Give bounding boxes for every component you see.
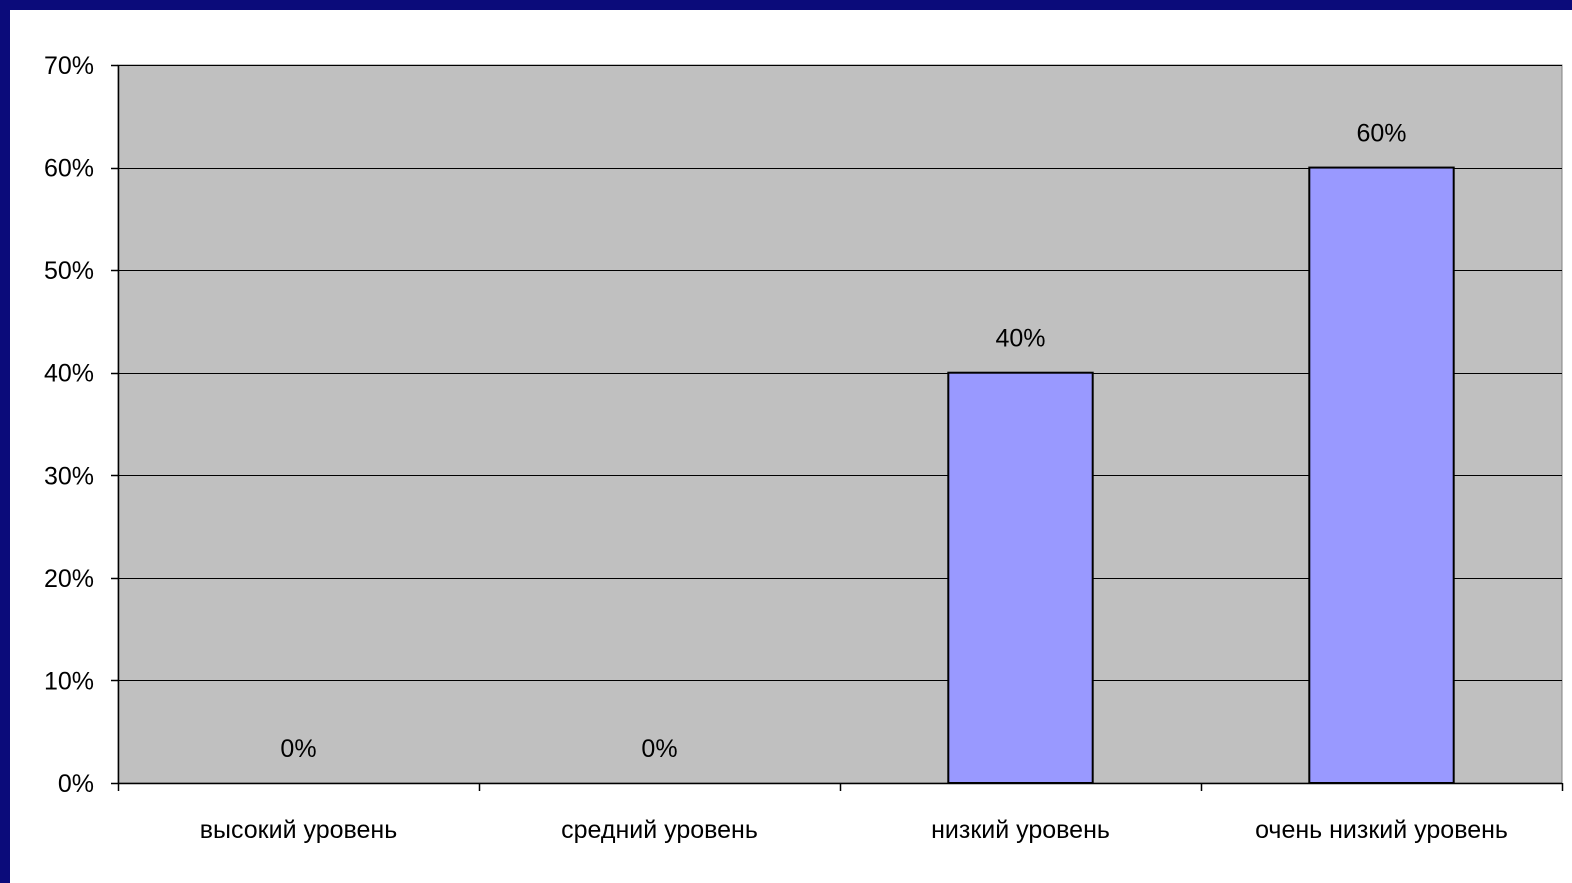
y-tick-label: 0%: [58, 770, 94, 798]
x-axis-category-labels: высокий уровень средний уровень низкий уро…: [200, 816, 1508, 844]
y-tick-label: 40%: [44, 360, 94, 388]
y-tick-label: 30%: [44, 462, 94, 490]
y-tick-label: 10%: [44, 667, 94, 695]
x-category-label: средний уровень: [561, 816, 758, 844]
y-tick-label: 60%: [44, 155, 94, 183]
y-axis-tick-labels: 0% 10% 20% 30% 40% 50% 60% 70%: [44, 52, 94, 798]
y-tick-label: 50%: [44, 257, 94, 285]
data-labels: 0% 0% 40% 60%: [280, 120, 1406, 763]
data-label: 60%: [1356, 120, 1406, 148]
axes: [111, 64, 1564, 791]
x-category-label: низкий уровень: [931, 816, 1110, 844]
data-label: 0%: [280, 735, 316, 763]
slide-frame-top: [0, 0, 1572, 10]
bar-4: [1308, 166, 1455, 785]
data-label: 40%: [995, 325, 1045, 353]
x-category-label: высокий уровень: [200, 816, 398, 844]
data-label: 0%: [641, 735, 677, 763]
y-tick-label: 70%: [44, 52, 94, 80]
y-tick-label: 20%: [44, 565, 94, 593]
slide-frame-left: [0, 0, 10, 883]
x-category-label: очень низкий уровень: [1255, 816, 1508, 844]
bar-3: [947, 371, 1094, 784]
bars: [947, 166, 1455, 785]
